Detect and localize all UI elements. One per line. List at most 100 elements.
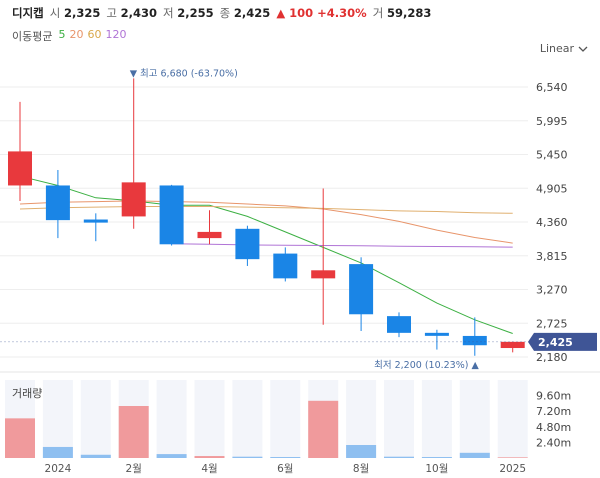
change-value: ▲ 100 +4.30% [276, 6, 367, 20]
volume-bar [42, 446, 73, 458]
volume-bg-column [384, 380, 414, 458]
price-tick-label: 2,180 [536, 351, 568, 364]
low-value: 2,255 [177, 6, 214, 20]
volume-bar [80, 454, 111, 458]
volume-bg-column [270, 380, 301, 458]
candle [424, 329, 449, 350]
volume-tick-label: 9.60m [536, 390, 571, 403]
volume-bg-column [80, 380, 111, 458]
low-label: 저 [163, 6, 174, 20]
low-annotation: 최저 2,200 (10.23%) ▲ [374, 360, 479, 371]
high-label: 고 [106, 6, 117, 20]
open-value: 2,325 [64, 6, 101, 20]
moving-average-title: 이동평균 [12, 30, 53, 43]
price-tick-label: 4,360 [536, 216, 568, 229]
price-tick-label: 3,815 [536, 250, 568, 263]
x-tick-label: 10월 [425, 463, 448, 475]
volume-bg-column [42, 380, 73, 458]
candle-body [424, 332, 449, 336]
price-tick-label: 6,540 [536, 81, 568, 94]
candle [273, 247, 298, 282]
volume-tick-label: 2.40m [536, 436, 571, 449]
current-price-label: 2,425 [538, 336, 573, 349]
volume-bg-column [156, 380, 187, 458]
close-value: 2,425 [233, 6, 271, 20]
price-tick-label: 5,995 [536, 115, 568, 128]
price-tick-label: 4,905 [536, 182, 568, 195]
volume-bar [270, 457, 301, 458]
x-tick-label: 8월 [353, 463, 369, 475]
candle-body [311, 270, 336, 279]
volume-bar [5, 418, 35, 458]
volume-label: 거 [372, 6, 384, 20]
volume-bg-column [459, 380, 490, 458]
price-tick-label: 2,725 [536, 317, 568, 330]
ma120-line [171, 243, 513, 248]
ma120-legend[interactable]: 120 [105, 28, 127, 41]
candle-body [159, 185, 184, 245]
ma5-legend[interactable]: 5 [58, 28, 66, 41]
price-tick-label: 3,270 [536, 284, 568, 297]
x-tick-label: 2월 [126, 463, 142, 475]
ma20-line [19, 200, 513, 244]
candle [349, 257, 374, 331]
ma60-legend[interactable]: 60 [87, 28, 102, 41]
candle-body [462, 335, 487, 346]
moving-average-legend: 이동평균 5 20 60 120 [12, 28, 126, 44]
candle-body [349, 264, 374, 315]
candle [462, 317, 487, 356]
volume-title: 거래량 [12, 387, 43, 400]
stock-name: 디지캡 [12, 6, 44, 20]
candle [121, 78, 146, 229]
current-price-tag [528, 332, 597, 351]
candle [311, 188, 336, 325]
volume-value: 59,283 [386, 6, 432, 20]
x-tick-label: 4월 [201, 463, 217, 475]
volume-bar [194, 456, 225, 458]
candle-body [121, 182, 146, 217]
ma60-line [19, 206, 513, 214]
scale-toggle[interactable]: Linear [540, 42, 588, 55]
candle-body [8, 151, 32, 186]
high-annotation: ▼ 최고 6,680 (-63.70%) [130, 68, 238, 79]
high-value: 2,430 [120, 6, 158, 20]
volume-bar [421, 457, 452, 458]
candle [387, 312, 411, 338]
ma5-line [19, 175, 513, 334]
volume-bar [232, 456, 263, 458]
volume-bar [346, 445, 377, 458]
volume-tick-label: 7.20m [536, 405, 571, 418]
volume-bg-column [421, 380, 452, 458]
candle-body [500, 341, 525, 349]
chevron-down-icon [578, 46, 588, 52]
candle [8, 101, 32, 201]
volume-bar [497, 457, 528, 458]
candle [197, 210, 222, 245]
candle-body [387, 316, 411, 333]
candle-body [235, 228, 260, 260]
volume-bar [384, 456, 414, 458]
candle-body [197, 231, 222, 239]
x-tick-label: 2025 [499, 463, 526, 475]
candle-body [45, 185, 70, 221]
quote-header: 디지캡 시 2,325 고 2,430 저 2,255 종 2,425 ▲ 10… [12, 4, 431, 22]
candle [500, 341, 525, 353]
volume-bar [459, 452, 490, 458]
volume-bar [156, 454, 187, 458]
candle [159, 184, 184, 246]
volume-bg-column [497, 380, 528, 458]
x-tick-label: 2024 [45, 463, 72, 475]
candle-body [273, 253, 298, 279]
volume-bar [118, 406, 149, 458]
price-tick-label: 5,450 [536, 149, 568, 162]
volume-bg-column [232, 380, 263, 458]
candle-body [83, 219, 108, 223]
scale-toggle-label: Linear [539, 42, 574, 55]
close-label: 종 [219, 6, 231, 20]
ma20-legend[interactable]: 20 [69, 28, 84, 41]
x-tick-label: 6월 [277, 463, 293, 475]
open-label: 시 [49, 6, 61, 20]
volume-bg-column [194, 380, 225, 458]
candle [83, 213, 108, 242]
